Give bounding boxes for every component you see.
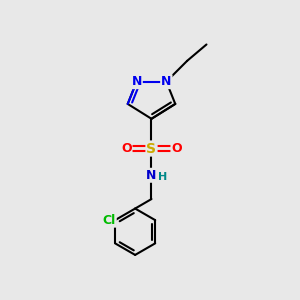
Text: O: O [121, 142, 131, 155]
Text: Cl: Cl [103, 214, 116, 226]
Text: N: N [161, 75, 172, 88]
Text: S: S [146, 142, 157, 155]
Text: H: H [158, 172, 167, 182]
Text: N: N [146, 169, 157, 182]
Text: N: N [131, 75, 142, 88]
Text: O: O [171, 142, 182, 155]
